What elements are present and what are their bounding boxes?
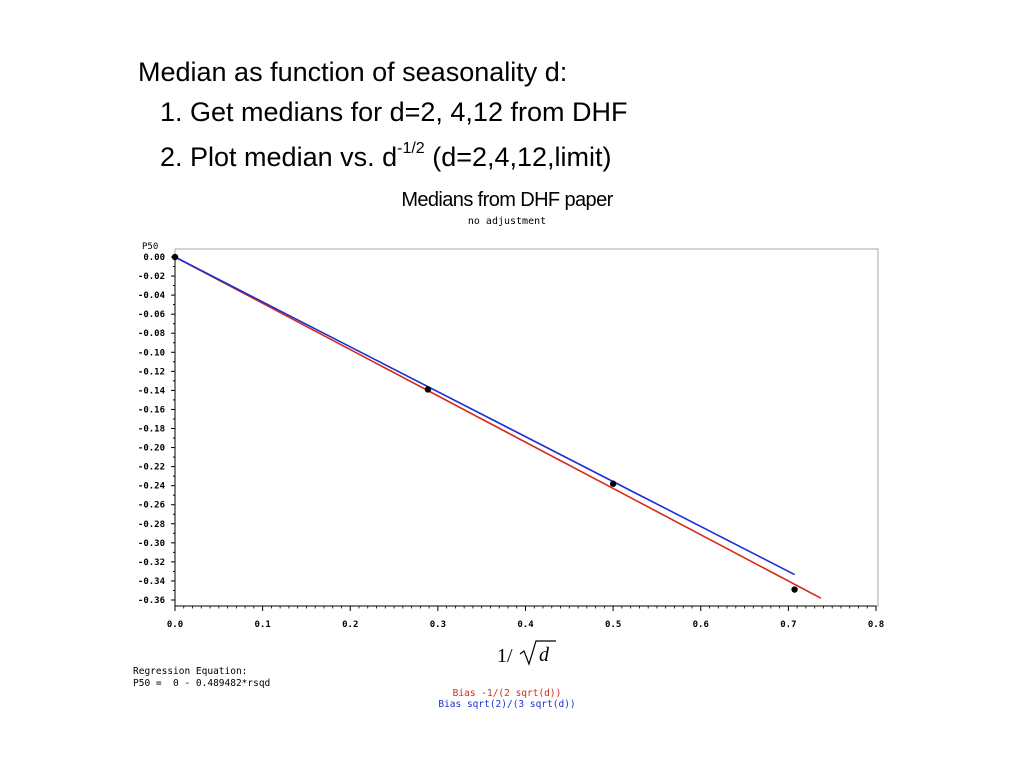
y-tick-label: -0.34 [138, 577, 166, 587]
x-axis-label-numerator: 1/ [497, 645, 513, 667]
x-tick-label: 0.1 [254, 620, 270, 630]
regression-equation: P50 = 0 - 0.489482*rsqd [133, 678, 270, 689]
y-tick-label: -0.12 [138, 367, 165, 377]
y-tick-label: -0.28 [138, 520, 165, 530]
x-tick-label: 0.5 [605, 620, 621, 630]
data-point [791, 586, 798, 593]
plot-frame [174, 248, 879, 607]
y-tick-label: -0.32 [138, 558, 165, 568]
heading-line: Median as function of seasonality d: [138, 57, 568, 87]
x-tick-label: 0.3 [430, 620, 446, 630]
step-2-prefix: 2. Plot median vs. d [160, 142, 398, 172]
chart-title: Medians from DHF paper [401, 189, 613, 211]
step-2-suffix: (d=2,4,12,limit) [424, 142, 612, 172]
y-tick-label: -0.30 [138, 539, 165, 549]
y-tick-label: -0.04 [138, 291, 166, 301]
x-tick-label: 0.4 [517, 620, 534, 630]
x-tick-label: 0.2 [342, 620, 358, 630]
x-axis-ticks: 0.0 0.1 0.2 0.3 0.4 0.5 0.6 0.7 0.8 [167, 606, 884, 630]
x-tick-label: 0.8 [868, 620, 884, 630]
data-points [171, 253, 798, 593]
x-tick-label: 0.0 [167, 620, 183, 630]
data-point [609, 480, 617, 487]
series-line [174, 256, 795, 576]
legend-entry: Bias sqrt(2)/(3 sqrt(d)) [438, 699, 575, 710]
y-tick-label: -0.20 [138, 444, 165, 454]
y-tick-label: -0.02 [138, 272, 165, 282]
series-line [174, 256, 822, 599]
slide-heading: Median as function of seasonality d: 1. … [138, 52, 627, 177]
y-tick-label: -0.14 [138, 386, 166, 396]
chart-subtitle: no adjustment [468, 216, 546, 227]
data-point [171, 253, 179, 261]
y-tick-label: -0.18 [138, 425, 165, 435]
x-axis-label: 1/ d [497, 640, 556, 667]
step-2: 2. Plot median vs. d-1/2 (d=2,4,12,limit… [138, 132, 627, 177]
y-tick-label: -0.36 [138, 596, 165, 606]
step-1: 1. Get medians for d=2, 4,12 from DHF [160, 97, 628, 127]
legend-entry: Bias -1/(2 sqrt(d)) [453, 688, 562, 699]
y-tick-label: -0.16 [138, 405, 165, 415]
y-axis-label: P50 [142, 242, 158, 252]
sqrt-sign [519, 640, 556, 666]
y-tick-label: -0.08 [138, 329, 165, 339]
x-tick-label: 0.7 [780, 620, 796, 630]
y-tick-label: 0.00 [143, 253, 165, 263]
regression-label: Regression Equation: [133, 666, 247, 677]
fit-lines [174, 256, 822, 599]
data-point [424, 386, 432, 393]
legend: Bias -1/(2 sqrt(d))Bias sqrt(2)/(3 sqrt(… [438, 688, 575, 710]
y-tick-label: -0.10 [138, 348, 165, 358]
y-tick-label: -0.26 [138, 501, 165, 511]
x-axis-label-radicand: d [539, 644, 550, 666]
y-axis-ticks: 0.00 -0.02 -0.04 -0.06 -0.08 -0.10 -0.12 -0.14 -… [138, 253, 175, 606]
y-tick-label: -0.22 [138, 463, 165, 473]
step-2-exponent: -1/2 [397, 140, 425, 157]
y-tick-label: -0.24 [138, 482, 166, 492]
x-tick-label: 0.6 [693, 620, 709, 630]
y-tick-label: -0.06 [138, 310, 165, 320]
